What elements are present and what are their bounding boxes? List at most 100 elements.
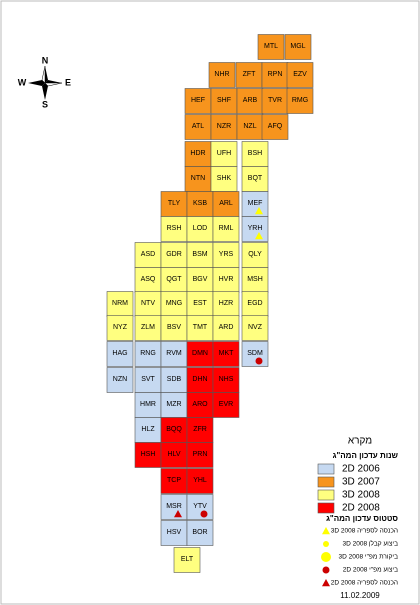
tile-label: AFQ (268, 123, 283, 130)
legend-years-title: שנות עדכון המה"ג (333, 451, 399, 460)
tile (212, 216, 240, 242)
tile (212, 291, 240, 317)
tile (212, 341, 240, 367)
tile-label: SVT (141, 376, 155, 383)
tile-label: HLV (167, 451, 180, 458)
tile-label: RPN (268, 71, 283, 78)
tile-label: NYZ (113, 324, 128, 331)
tile-status (255, 207, 263, 215)
legend-swatch (317, 463, 335, 475)
tile-label: BGV (193, 276, 208, 283)
tile-label: ARD (219, 324, 234, 331)
tile-label: UFH (217, 150, 231, 157)
tile-label: RML (219, 225, 234, 232)
tile-label: DMN (192, 350, 208, 357)
tile-label: ARO (192, 401, 208, 408)
tile-label: HSV (167, 529, 182, 536)
legend-status-marker (322, 566, 330, 574)
tile (210, 114, 238, 140)
tile-label: BSH (248, 150, 262, 157)
tile-label: HZR (219, 300, 233, 307)
tile (261, 114, 289, 140)
tile-label: NHS (219, 376, 234, 383)
legend-status-marker (322, 579, 330, 587)
compass-w: W (18, 77, 27, 87)
tile (160, 367, 188, 393)
tile-label: QLY (248, 251, 262, 258)
tile (284, 34, 312, 60)
tile-label: RVM (166, 350, 182, 357)
tile-label: KSB (193, 200, 207, 207)
tile-label: EGD (247, 300, 262, 307)
tile-label: NVZ (248, 324, 263, 331)
tile (186, 442, 214, 468)
tile (212, 315, 240, 341)
tile-label: YRH (248, 225, 263, 232)
tile (134, 417, 162, 443)
tile-label: MGL (290, 43, 305, 50)
tile-label: TCP (167, 477, 181, 484)
tile-label: HVR (219, 276, 234, 283)
tile (160, 520, 188, 546)
tile-label: TMT (193, 324, 208, 331)
tile (134, 267, 162, 293)
legend-swatch (317, 476, 335, 488)
tile-label: SDB (167, 376, 182, 383)
tile-label: NZN (113, 376, 127, 383)
tile (184, 88, 212, 114)
tile-label: NZR (217, 123, 231, 130)
tile-label: DHN (192, 376, 207, 383)
tile (286, 62, 314, 88)
tile-label: YHL (193, 477, 207, 484)
compass-e: E (65, 77, 71, 87)
tile-label: ZFT (243, 71, 257, 78)
tile (186, 242, 214, 268)
tile (134, 315, 162, 341)
compass-s: S (42, 99, 48, 109)
legend-status: ביצוע קבלן 3D 2008 (342, 540, 398, 548)
tile (160, 392, 188, 418)
tile-label: ATL (192, 123, 204, 130)
tile-label: BQT (248, 175, 263, 182)
tile-label: HSH (141, 451, 156, 458)
tile-label: EVR (219, 401, 233, 408)
tile (212, 392, 240, 418)
legend-status-title: סטטוס עדכון המה"ג (326, 514, 398, 523)
tile (257, 34, 285, 60)
tile (241, 291, 269, 317)
legend-swatch (317, 502, 335, 514)
tile (173, 547, 201, 573)
tile-label: ELT (181, 556, 194, 563)
tile-label: ASQ (141, 276, 156, 283)
tile-label: ARB (243, 97, 258, 104)
tile-label: RMG (292, 97, 308, 104)
tile (134, 367, 162, 393)
tile (212, 367, 240, 393)
legend-status-marker (322, 527, 330, 535)
tile-status (200, 510, 208, 518)
tile-label: MTL (264, 43, 278, 50)
tile (106, 341, 134, 367)
tile-status (174, 510, 182, 518)
tile-label: EST (193, 300, 207, 307)
tile-label: TVR (268, 97, 282, 104)
tile (186, 267, 214, 293)
tile-label: BOR (192, 529, 207, 536)
tile (261, 88, 289, 114)
tile-label: GDR (166, 251, 182, 258)
tile-status (255, 232, 263, 240)
tile-label: MZR (166, 401, 181, 408)
tile (241, 216, 269, 242)
tile (241, 166, 269, 192)
legend-status-marker (321, 552, 331, 562)
legend-status: הכנסה לספריה 3D 2008 (331, 527, 398, 535)
tile-label: MEF (248, 200, 263, 207)
tile-label: YRS (219, 251, 234, 258)
tile (210, 88, 238, 114)
tile-label: ARL (219, 200, 233, 207)
tile (241, 315, 269, 341)
tile-label: SHK (217, 175, 232, 182)
tile-label: LOD (193, 225, 207, 232)
tile (106, 315, 134, 341)
